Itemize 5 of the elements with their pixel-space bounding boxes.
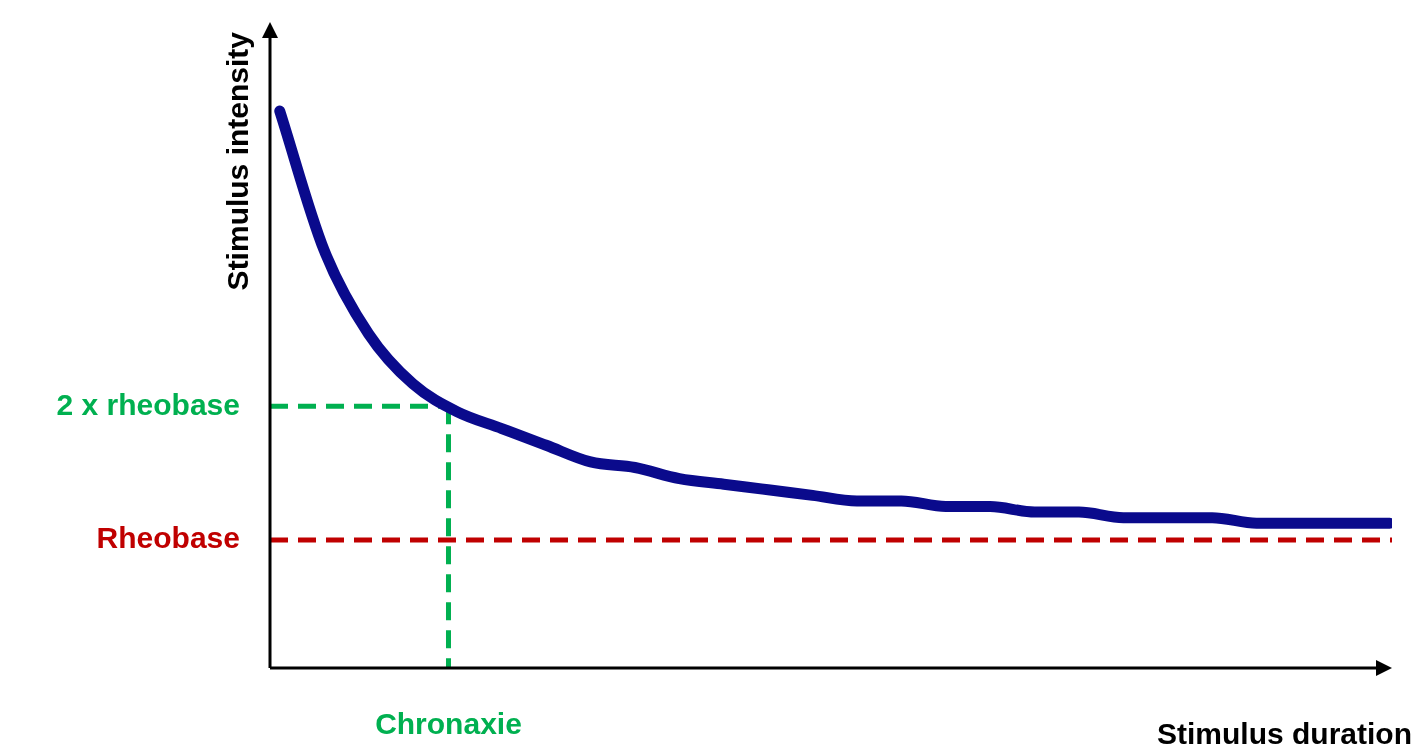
ref-line-label: Rheobase xyxy=(96,521,240,555)
y-axis-title: Stimulus intensity xyxy=(221,31,255,291)
x-axis-title: Stimulus duration xyxy=(1157,717,1412,751)
text: Chronaxie xyxy=(375,707,522,741)
ref-line-label: 2 x rheobase xyxy=(56,387,240,421)
